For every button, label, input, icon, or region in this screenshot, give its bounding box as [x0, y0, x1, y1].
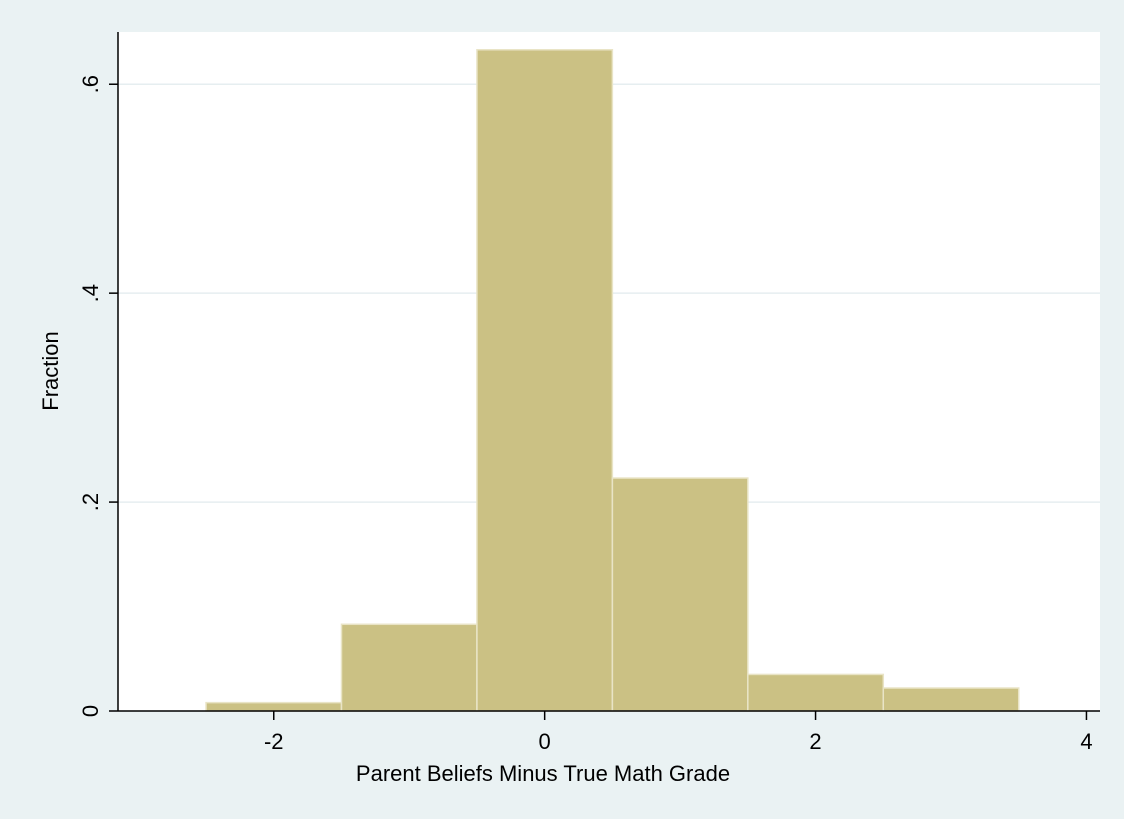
- y-axis-label: Fraction: [38, 331, 63, 410]
- bar: [205, 701, 343, 712]
- bar: [611, 477, 749, 712]
- y-tick-label: .6: [78, 75, 103, 93]
- y-tick-label: .4: [78, 284, 103, 302]
- x-tick-label: -2: [264, 729, 284, 754]
- bar: [747, 673, 885, 712]
- y-tick-label: 0: [78, 705, 103, 717]
- bar: [340, 623, 478, 712]
- bar: [476, 49, 614, 712]
- x-axis-label: Parent Beliefs Minus True Math Grade: [356, 761, 730, 786]
- x-tick-label: 2: [809, 729, 821, 754]
- y-tick-label: .2: [78, 493, 103, 511]
- x-tick-label: 0: [539, 729, 551, 754]
- x-tick-label: 4: [1080, 729, 1092, 754]
- bar: [882, 687, 1020, 712]
